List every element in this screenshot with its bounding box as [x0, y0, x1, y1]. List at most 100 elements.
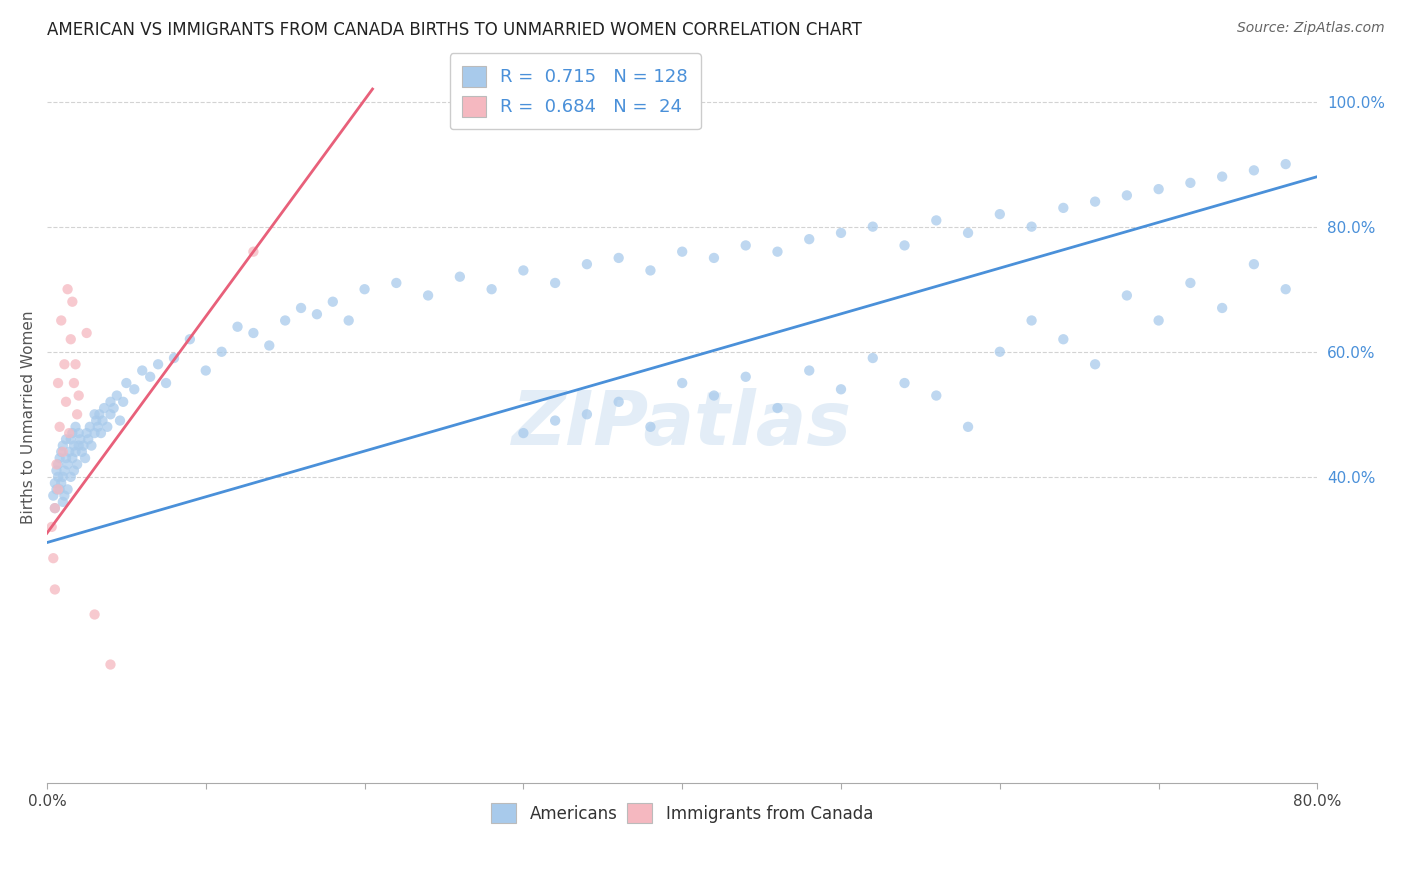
Point	[115, 376, 138, 390]
Point	[163, 351, 186, 365]
Point	[799, 363, 821, 377]
Point	[108, 413, 131, 427]
Point	[575, 407, 598, 421]
Point	[544, 276, 567, 290]
Point	[96, 420, 118, 434]
Y-axis label: Births to Unmarried Women: Births to Unmarried Women	[21, 310, 35, 524]
Point	[1021, 219, 1043, 234]
Point	[87, 420, 110, 434]
Point	[139, 369, 162, 384]
Point	[640, 263, 662, 277]
Point	[52, 470, 75, 484]
Point	[259, 338, 281, 352]
Point	[67, 439, 90, 453]
Point	[65, 357, 87, 371]
Point	[703, 251, 725, 265]
Point	[51, 313, 73, 327]
Point	[155, 376, 177, 390]
Point	[575, 257, 598, 271]
Point	[44, 582, 66, 597]
Point	[1084, 194, 1107, 209]
Point	[56, 282, 79, 296]
Point	[671, 376, 693, 390]
Point	[60, 294, 83, 309]
Text: ZIPatlas: ZIPatlas	[512, 388, 852, 461]
Point	[48, 451, 70, 466]
Point	[640, 420, 662, 434]
Point	[44, 501, 66, 516]
Point	[242, 244, 264, 259]
Point	[58, 445, 80, 459]
Point	[862, 351, 884, 365]
Point	[988, 207, 1011, 221]
Point	[893, 238, 915, 252]
Point	[45, 458, 67, 472]
Point	[70, 445, 93, 459]
Point	[146, 357, 169, 371]
Point	[1243, 257, 1265, 271]
Legend: Americans, Immigrants from Canada: Americans, Immigrants from Canada	[485, 797, 880, 830]
Point	[925, 213, 948, 227]
Point	[1274, 282, 1296, 296]
Point	[1180, 176, 1202, 190]
Point	[59, 433, 82, 447]
Point	[124, 382, 146, 396]
Point	[42, 489, 65, 503]
Point	[830, 226, 852, 240]
Point	[226, 319, 249, 334]
Point	[988, 344, 1011, 359]
Point	[1021, 313, 1043, 327]
Point	[55, 451, 77, 466]
Point	[100, 407, 122, 421]
Text: AMERICAN VS IMMIGRANTS FROM CANADA BIRTHS TO UNMARRIED WOMEN CORRELATION CHART: AMERICAN VS IMMIGRANTS FROM CANADA BIRTH…	[46, 21, 862, 39]
Point	[76, 326, 98, 340]
Point	[93, 401, 115, 415]
Point	[1115, 288, 1137, 302]
Point	[1052, 201, 1074, 215]
Point	[830, 382, 852, 396]
Point	[63, 439, 86, 453]
Point	[1243, 163, 1265, 178]
Point	[46, 470, 69, 484]
Point	[385, 276, 408, 290]
Point	[90, 426, 112, 441]
Point	[59, 332, 82, 346]
Point	[1147, 182, 1170, 196]
Point	[1211, 301, 1233, 315]
Point	[44, 476, 66, 491]
Point	[60, 451, 83, 466]
Point	[703, 388, 725, 402]
Point	[112, 394, 135, 409]
Point	[766, 244, 789, 259]
Point	[607, 394, 630, 409]
Point	[862, 219, 884, 234]
Point	[957, 226, 980, 240]
Point	[1274, 157, 1296, 171]
Point	[100, 657, 122, 672]
Point	[83, 607, 105, 622]
Point	[1180, 276, 1202, 290]
Point	[290, 301, 312, 315]
Point	[41, 520, 63, 534]
Point	[53, 357, 76, 371]
Point	[52, 445, 75, 459]
Point	[893, 376, 915, 390]
Point	[131, 363, 153, 377]
Point	[1211, 169, 1233, 184]
Point	[925, 388, 948, 402]
Point	[51, 445, 73, 459]
Point	[83, 407, 105, 421]
Point	[83, 426, 105, 441]
Point	[48, 483, 70, 497]
Point	[103, 401, 125, 415]
Point	[105, 388, 128, 402]
Point	[607, 251, 630, 265]
Point	[55, 394, 77, 409]
Point	[481, 282, 503, 296]
Point	[1052, 332, 1074, 346]
Point	[63, 464, 86, 478]
Point	[59, 470, 82, 484]
Point	[65, 445, 87, 459]
Point	[353, 282, 375, 296]
Point	[67, 426, 90, 441]
